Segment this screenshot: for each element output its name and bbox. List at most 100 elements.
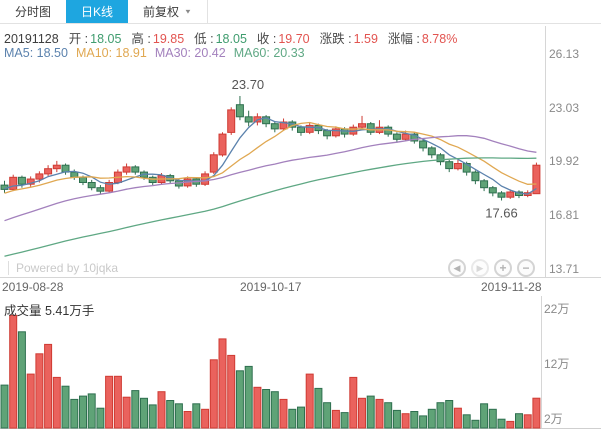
candle-body bbox=[44, 168, 53, 175]
volume-bar bbox=[331, 409, 340, 429]
watermark: Powered by 10jqka bbox=[8, 261, 118, 275]
candle-body bbox=[366, 123, 375, 133]
volume-bar bbox=[227, 354, 236, 429]
volume-bar bbox=[297, 406, 305, 429]
candle-body bbox=[436, 154, 445, 163]
ma-legend-item: MA30: 20.42 bbox=[154, 46, 226, 60]
volume-bar bbox=[44, 343, 53, 429]
volume-bar bbox=[279, 398, 288, 429]
volume-bar bbox=[323, 402, 332, 429]
volume-bar bbox=[0, 384, 9, 429]
tab-daily-kline[interactable]: 日K线 bbox=[66, 0, 129, 23]
quote-item-label: 收 : bbox=[256, 32, 277, 46]
volume-bar bbox=[35, 353, 44, 429]
volume-chart[interactable] bbox=[0, 296, 601, 442]
candle-body bbox=[218, 133, 227, 156]
volume-bar bbox=[410, 411, 419, 429]
price-axis-label: 16.81 bbox=[549, 208, 580, 223]
volume-bar bbox=[166, 400, 175, 429]
volume-bar bbox=[17, 331, 26, 429]
candle-body bbox=[427, 147, 436, 156]
candle-body bbox=[323, 130, 332, 137]
volume-bar bbox=[96, 407, 105, 429]
volume-bar bbox=[314, 387, 323, 429]
candle-body bbox=[297, 126, 305, 133]
candle-body bbox=[96, 187, 105, 192]
quote-item-label: 高 : bbox=[131, 32, 151, 46]
volume-bar bbox=[427, 408, 436, 429]
volume-bar bbox=[148, 404, 157, 429]
candle-body bbox=[419, 140, 428, 149]
candle-body bbox=[209, 154, 218, 173]
price-axis-label: 13.71 bbox=[549, 261, 580, 276]
volume-bar bbox=[122, 396, 131, 429]
tab-adjust-label: 前复权 bbox=[143, 5, 180, 19]
volume-bar bbox=[157, 391, 166, 429]
quote-item-label: 开 : bbox=[68, 32, 89, 46]
quote-item-value: 8.78% bbox=[421, 32, 458, 46]
scroll-left-button[interactable]: ◀ bbox=[448, 259, 466, 277]
candle-body bbox=[70, 171, 79, 178]
volume-bar bbox=[140, 397, 148, 429]
volume-bar bbox=[358, 397, 366, 429]
kline-panel: 23.70 17.66 20191128 开 :18.05 高 :19.85 低 :18… bbox=[0, 24, 601, 278]
quote-item-label: 涨跌 : bbox=[319, 32, 352, 46]
tab-daily-kline-label: 日K线 bbox=[81, 5, 114, 19]
volume-bar bbox=[70, 398, 79, 429]
scroll-right-button[interactable]: ▶ bbox=[471, 259, 489, 277]
quote-row: 20191128 开 :18.05 高 :19.85 低 :18.05 收 :19.70… bbox=[4, 28, 467, 47]
volume-bar bbox=[532, 397, 541, 429]
candle-body bbox=[497, 192, 506, 198]
volume-header: 成交量 5.41万手 bbox=[4, 300, 94, 319]
volume-axis-label: 12万 bbox=[544, 357, 570, 371]
kline-chart[interactable]: 23.70 17.66 bbox=[0, 24, 601, 278]
candle-body bbox=[358, 123, 366, 128]
tab-adjust-dropdown[interactable]: 前复权 ▼ bbox=[128, 0, 207, 23]
volume-bar bbox=[340, 412, 349, 429]
volume-bar bbox=[523, 414, 532, 429]
quote-item-value: 19.70 bbox=[278, 32, 310, 46]
volume-bar bbox=[506, 420, 515, 429]
candle-body bbox=[52, 164, 61, 170]
volume-bar bbox=[61, 385, 70, 429]
volume-bar bbox=[52, 376, 61, 429]
tab-intraday[interactable]: 分时图 bbox=[0, 0, 66, 23]
volume-panel: 成交量 5.41万手 22万 12万 2万 bbox=[0, 296, 601, 442]
chart-nav-buttons: ◀ ▶ + − bbox=[448, 259, 540, 277]
volume-bar bbox=[419, 415, 428, 429]
volume-title: 成交量 bbox=[4, 304, 42, 318]
volume-bar bbox=[384, 402, 393, 429]
volume-bar bbox=[375, 398, 384, 429]
date-label-middle: 2019-10-17 bbox=[240, 280, 302, 294]
candle-body bbox=[401, 133, 410, 140]
price-axis-label: 19.92 bbox=[549, 154, 580, 169]
candle-body bbox=[471, 171, 480, 182]
quote-item-value: 18.05 bbox=[90, 32, 122, 46]
candle-body bbox=[148, 176, 157, 184]
candle-body bbox=[331, 128, 340, 137]
volume-bar bbox=[392, 409, 401, 429]
candle-body bbox=[279, 121, 288, 130]
volume-bar bbox=[79, 395, 87, 429]
volume-bar bbox=[305, 373, 314, 429]
tab-intraday-label: 分时图 bbox=[15, 5, 52, 19]
candle-body bbox=[9, 176, 18, 190]
volume-bar bbox=[471, 419, 480, 429]
low-annotation: 17.66 bbox=[485, 206, 518, 221]
candle-body bbox=[122, 166, 131, 173]
candle-body bbox=[235, 104, 244, 118]
quote-item-value: 1.59 bbox=[353, 32, 378, 46]
volume-bar bbox=[131, 390, 140, 429]
volume-bar bbox=[480, 403, 489, 429]
candle-body bbox=[506, 191, 515, 198]
candle-body bbox=[244, 116, 253, 123]
volume-value: 5.41万手 bbox=[45, 304, 95, 318]
candle-body bbox=[17, 176, 26, 185]
volume-bar bbox=[253, 386, 262, 429]
quote-item-label: 涨幅 : bbox=[387, 32, 420, 46]
volume-bar bbox=[105, 375, 114, 429]
candle-body bbox=[488, 187, 497, 194]
zoom-out-button[interactable]: − bbox=[517, 259, 535, 277]
zoom-in-button[interactable]: + bbox=[494, 259, 512, 277]
volume-bar bbox=[453, 407, 462, 429]
